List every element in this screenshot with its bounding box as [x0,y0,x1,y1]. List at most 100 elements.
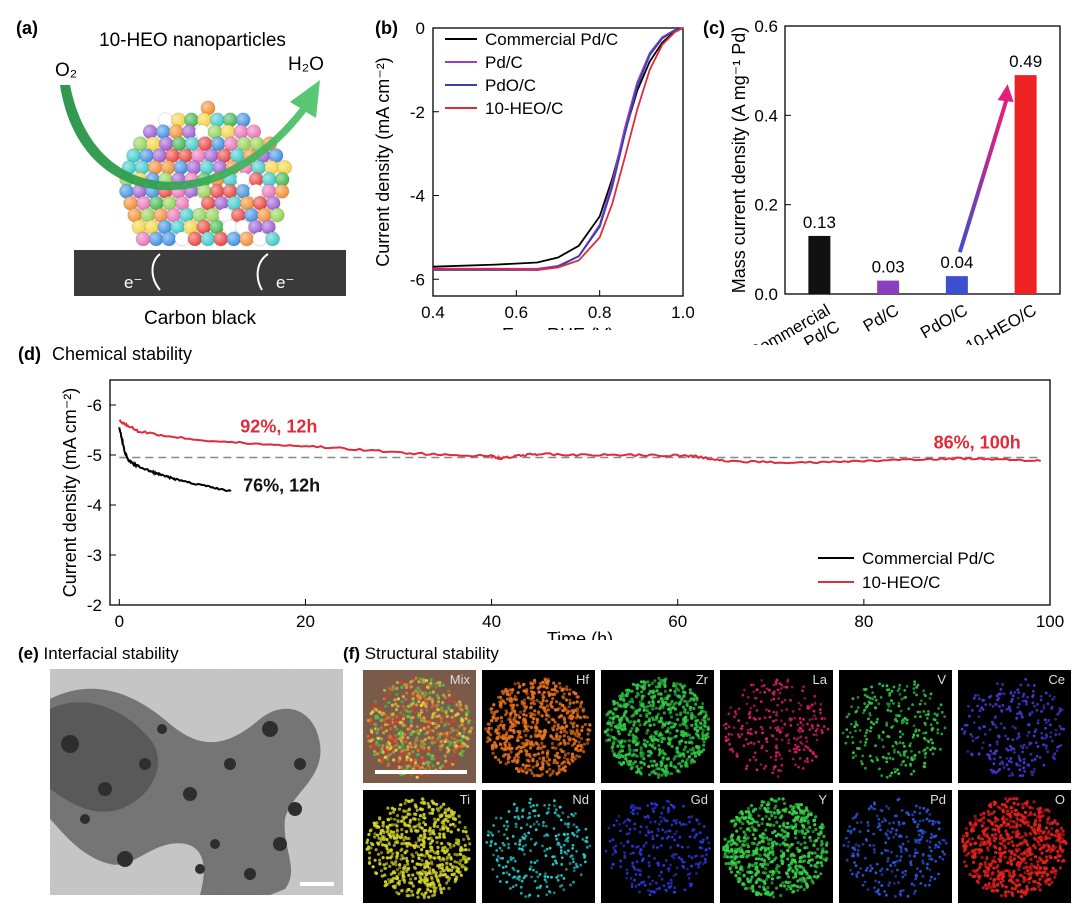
x-tick-label-b: 0.8 [588,303,612,322]
y-tick-label-d: -3 [87,546,102,565]
category-line-c: 10-HEO/C [962,300,1039,345]
improvement-arrowhead [997,84,1014,103]
x-tick-label-d: 60 [668,612,687,631]
scale-bar-e [300,882,334,886]
value-label-c-1: 0.03 [872,258,905,277]
y-tick-label-c: 0.2 [754,196,778,215]
eds-map-label: O [1054,792,1065,807]
panel-label-a: (a) [16,18,38,38]
eds-map-label: V [937,672,946,687]
eds-dots-gd [604,799,711,897]
annotation-d-1: 86%, 100h [934,433,1021,453]
eds-map-y: Y [720,790,833,903]
eds-dots-mix [363,670,476,783]
series-line-b-2 [433,27,684,271]
electron-label-left: e⁻ [124,273,142,292]
eds-map-ce: Ce [958,670,1071,783]
y-tick-label-b: -6 [410,270,425,289]
eds-dots-ce [960,677,1066,778]
y-tick-label-b: 0 [416,19,425,38]
panel-f: (f) Structural stability Mix Hf Zr La V Ce Ti N… [340,640,1077,905]
legend-label-d-0: Commercial Pd/C [862,549,995,568]
eds-map-label: Zr [695,672,708,687]
x-tick-label-d: 100 [1036,612,1064,631]
y-tick-label-c: 0.0 [754,285,778,304]
x-tick-label-d: 20 [296,612,315,631]
eds-map-label: Nd [572,792,589,807]
eds-map-nd: Nd [482,790,595,903]
eds-map-label: Hf [576,672,589,687]
series-line-b-1 [433,27,684,270]
category-line-c: Pd/C [860,300,902,335]
y-tick-label-d: -4 [87,496,102,515]
eds-map-gd: Gd [601,790,714,903]
legend-label-d-1: 10-HEO/C [862,573,940,592]
y-tick-label-d: -2 [87,596,102,615]
category-label-c-3: 10-HEO/C [962,300,1039,345]
reactant-label: O₂ [55,60,77,81]
y-tick-label-c: 0.6 [754,17,778,36]
y-tick-label-d: -5 [87,446,102,465]
eds-dots-y [722,797,829,899]
eds-map-o: O [958,790,1071,903]
plot-frame-d [109,379,1051,606]
panel-label-d: (d) [18,344,41,364]
category-label-c-2: PdO/C [917,300,971,342]
eds-dots-pd [842,797,948,898]
annotation-d-0: 92%, 12h [240,417,317,437]
y-axis-label-d: Current density (mA cm⁻²) [60,388,80,598]
eds-dots-zr [603,676,711,779]
eds-dots-nd [485,797,592,898]
chart-c: (c) 0.0 0.2 0.4 0.6 Mass current density (A m… [703,17,1061,345]
value-label-c-2: 0.04 [940,253,973,272]
panel-label-e: (e) [18,644,39,663]
bar-c-0 [808,235,831,294]
y-axis-label-c: Mass current density (A mg⁻¹ Pd) [729,27,749,294]
eds-map-label: Ce [1048,672,1065,687]
bar-c-2 [945,276,968,294]
category-label-c-1: Pd/C [860,300,902,335]
nanoparticle-title: 10-HEO nanoparticles [99,30,286,51]
panel-a: (a) 10-HEO nanoparticles O₂ H₂O e⁻ e⁻ Ca… [16,18,346,329]
substrate-label: Carbon black [144,308,256,329]
eds-map-label: Gd [690,792,708,807]
series-line-d-1 [118,419,1042,465]
category-line-c: PdO/C [917,300,971,342]
eds-map-label: Y [818,792,827,807]
panel-label-b: (b) [375,18,398,38]
eds-map-grid: Mix Hf Zr La V Ce Ti Nd Gd Y Pd O [363,670,1073,903]
eds-map-label: Mix [449,672,470,687]
x-axis-label-d: Time (h) [547,629,613,640]
panel-f-title: Structural stability [364,644,499,663]
eds-map-ti: Ti [363,790,476,903]
x-tick-label-b: 1.0 [671,303,695,322]
value-label-c-0: 0.13 [803,213,836,232]
annotation-d-2: 76%, 12h [243,476,320,496]
electron-arrow-left [151,253,161,291]
plot-frame-b [432,27,684,297]
legend-label-b-2: PdO/C [485,76,536,95]
eds-map-hf: Hf [482,670,595,783]
series-line-d-0 [118,427,232,493]
x-tick-label-d: 0 [115,612,124,631]
x-tick-label-b: 0.4 [421,303,445,322]
nanoparticle-dome [119,100,292,247]
y-tick-label-d: -6 [87,396,102,415]
eds-map-mix: Mix [363,670,476,783]
eds-map-label: Pd [930,792,946,807]
x-tick-label-d: 40 [482,612,501,631]
eds-map-pd: Pd [839,790,952,903]
panel-e: (e) Interfacial stability [0,640,350,905]
panel-label-c: (c) [703,18,725,38]
eds-dots-v [841,680,947,779]
panel-e-title: Interfacial stability [43,644,179,663]
chart-b: (b) 0.4 0.6 0.8 1.0 0 -2 -4 -6 E vs. RHE (V) Curre… [373,18,695,330]
bar-c-3 [1014,75,1037,294]
eds-dots-o [961,797,1068,899]
x-axis-label-b: E vs. RHE (V) [502,325,614,330]
improvement-arrow [957,95,1010,253]
eds-map-v: V [839,670,952,783]
eds-map-label: Ti [459,792,470,807]
tem-image [50,669,343,895]
series-line-b-3 [433,27,684,271]
